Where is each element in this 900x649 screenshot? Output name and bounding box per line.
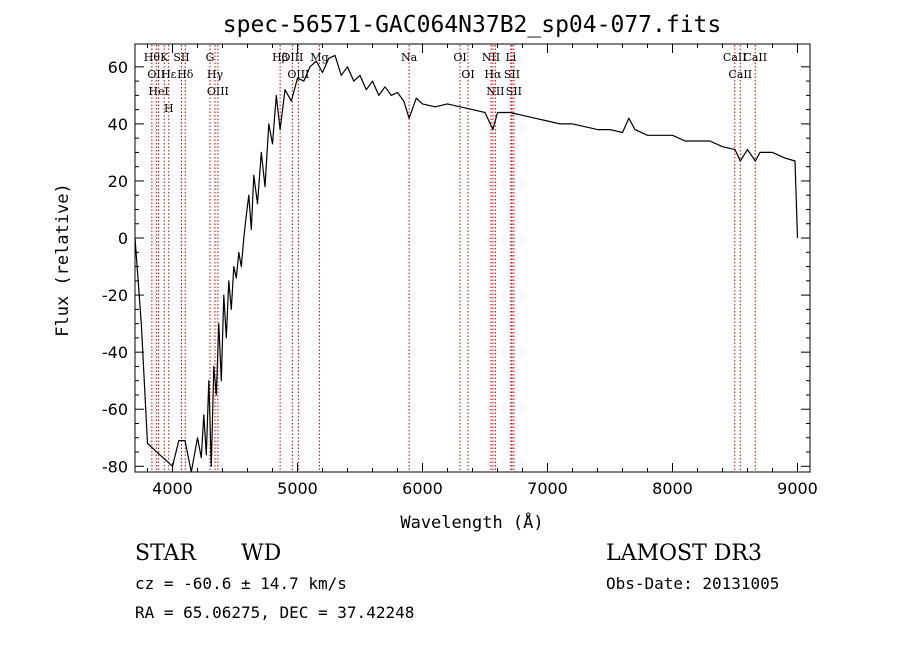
line-label-14-0: Na [401,51,418,64]
y-tick-label-40: 40 [108,115,128,134]
y-tick-label-0: 0 [118,229,128,248]
object-subclass: WD [241,541,281,566]
flux-series [134,54,799,473]
chart-title: spec-56571-GAC064N37B2_sp04-077.fits [223,12,722,38]
y-tick-label-60: 60 [108,58,128,77]
x-tick-label-7000: 7000 [527,479,568,498]
line-label-25-0: CaII [743,51,767,64]
axis-ticks: 4000 5000 6000 7000 8000 9000 -80 -60 -40 -20 0 20 4… [102,44,818,498]
line-label-10-0: Hβ [272,51,288,64]
line-label-11-0: OIII [281,51,303,64]
line-label-20-0: Li [505,51,516,64]
x-axis-label: Wavelength (Å) [400,511,543,533]
survey-name: LAMOST DR3 [606,541,762,566]
line-label-4-0: Hε [161,68,177,81]
x-tick-label-6000: 6000 [402,479,443,498]
plot-frame [134,43,811,473]
series-line-flux [134,54,799,473]
y-axis-label: Flux (relative) [53,183,73,337]
line-label-3-0: K [160,51,169,64]
line-label-5-0: SII [173,51,189,64]
spectral-line-markers [151,45,756,471]
line-label-9-0: OIII [207,85,229,98]
coordinates: RA = 65.06275, DEC = 37.42248 [135,603,414,622]
line-label-1-0: OII [147,68,165,81]
line-label-16-0: OI [461,68,474,81]
line-label-6-0: Hδ [177,68,194,81]
line-label-7-0: G [206,51,215,64]
x-tick-label-5000: 5000 [277,479,318,498]
line-label-12-0: OIII [287,68,309,81]
line-label-0-0: Hθ [144,51,161,64]
x-tick-label-4000: 4000 [152,479,193,498]
line-label-24-0: CaII [728,68,752,81]
line-label-2-0: HeI [148,85,168,98]
line-label-13-0: Mg [310,51,328,64]
y-tick-label--60: -60 [102,400,128,419]
line-label-8-0: Hγ [207,68,224,81]
x-tick-label-8000: 8000 [652,479,693,498]
y-tick-label-20: 20 [108,172,128,191]
x-tick-label-9000: 9000 [777,479,818,498]
y-tick-label--40: -40 [102,343,128,362]
line-label-15-0: OI [453,51,466,64]
y-tick-label--20: -20 [102,286,128,305]
redshift-info: cz = -60.6 ± 14.7 km/s [135,574,347,593]
y-tick-label--80: -80 [102,457,128,476]
line-label-22-0: SII [506,85,522,98]
object-class: STAR [135,541,197,566]
line-label-19-0: NII [486,85,504,98]
line-label-17-0: NII [482,51,500,64]
line-label-18-0: Hα [484,68,502,81]
line-label-21-0: SII [504,68,520,81]
obs-date: Obs-Date: 20131005 [606,574,779,593]
line-label-23-0: CaII [723,51,747,64]
line-label-4-1: H [164,102,174,115]
